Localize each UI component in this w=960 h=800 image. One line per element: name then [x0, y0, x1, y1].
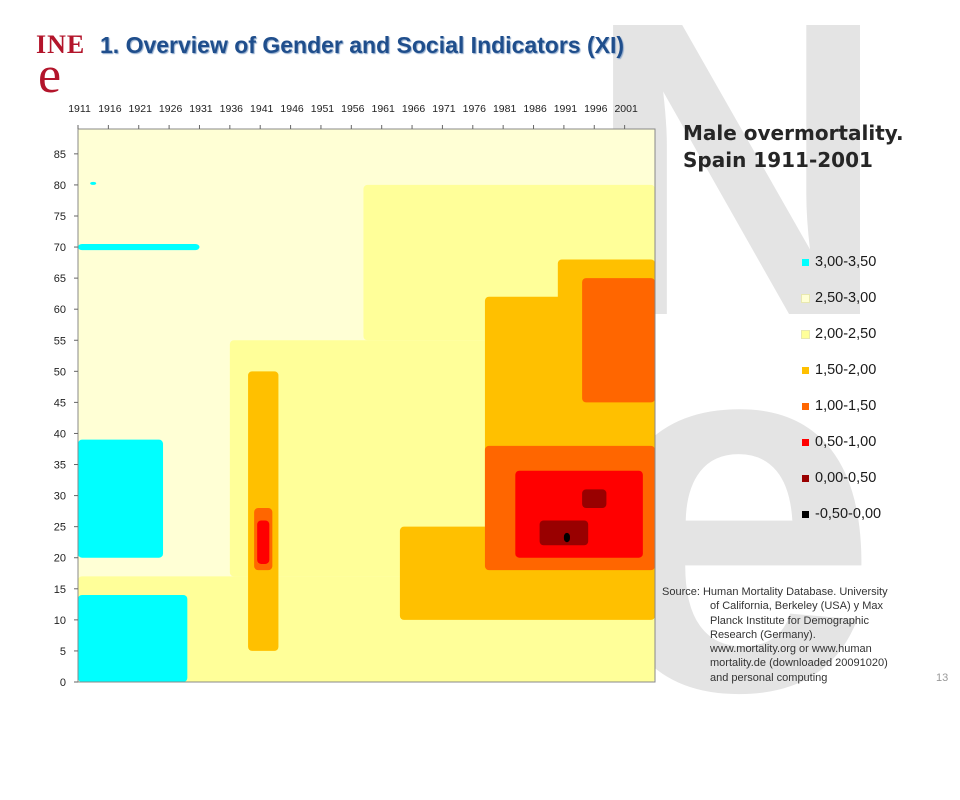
heatmap-region: [563, 532, 570, 543]
x-tick-label: 1966: [402, 103, 426, 115]
y-tick-label: 65: [54, 273, 66, 285]
legend-label: 2,50-3,00: [815, 290, 877, 306]
x-tick-label: 1911: [68, 103, 91, 115]
x-tick-label: 1961: [372, 103, 396, 115]
source-line: Planck Institute for Demographic: [710, 614, 869, 627]
legend-swatch: [801, 329, 810, 339]
x-tick-label: 1936: [220, 103, 244, 115]
y-tick-label: 85: [54, 149, 66, 161]
source-line: and personal computing: [710, 671, 828, 684]
y-tick-label: 25: [54, 522, 66, 534]
x-tick-label: 1991: [554, 103, 578, 115]
chart-title: Male overmortality.: [683, 121, 904, 145]
y-tick-label: 0: [60, 677, 66, 689]
legend: 3,00-3,50 2,50-3,00 2,00-2,50 1,50-2,00 1,00…: [801, 244, 922, 532]
y-tick-label: 5: [60, 646, 66, 658]
y-tick-label: 80: [54, 180, 66, 192]
y-tick-label: 10: [54, 615, 66, 627]
legend-item: -0,50-0,00: [802, 496, 922, 532]
y-tick-label: 45: [54, 397, 66, 409]
legend-label: 3,00-3,50: [815, 254, 877, 270]
x-tick-label: 1926: [159, 103, 183, 115]
legend-item: 0,00-0,50: [802, 460, 922, 496]
legend-label: 1,50-2,00: [815, 362, 877, 378]
y-tick-label: 40: [54, 428, 66, 440]
heatmap-region: [257, 520, 270, 564]
legend-item: 0,50-1,00: [802, 424, 922, 460]
plot-area: [78, 129, 655, 682]
axes: 0 5 10 15 20 25 30 35 40 45 50 55 60 65 70 75 80 85 1911 19…: [54, 103, 656, 689]
source-line: of California, Berkeley (USA) y Max: [710, 600, 883, 613]
page-number: 13: [936, 672, 949, 684]
x-tick-label: 1931: [189, 103, 213, 115]
y-tick-label: 35: [54, 460, 66, 472]
logo-text-bottom: e: [38, 47, 62, 104]
legend-swatch: [802, 258, 809, 266]
y-tick-label: 30: [54, 491, 66, 503]
heatmap-region: [539, 520, 589, 546]
legend-swatch: [801, 293, 810, 303]
x-tick-label: 1986: [523, 103, 547, 115]
x-tick-label: 1956: [341, 103, 365, 115]
legend-item: 3,00-3,50: [802, 244, 922, 280]
legend-label: 2,00-2,50: [815, 326, 877, 342]
legend-label: 0,50-1,00: [815, 434, 877, 450]
chart-title-block: Male overmortality. Spain 1911-2001: [683, 120, 904, 174]
heatmap-region: [78, 595, 188, 682]
x-tick-label: 1941: [250, 103, 274, 115]
heatmap-region: [582, 278, 655, 403]
chart-subtitle: Spain 1911-2001: [683, 148, 873, 172]
logo-text-top: INE: [36, 30, 86, 59]
legend-swatch: [802, 402, 809, 410]
y-tick-label: 70: [54, 242, 66, 254]
x-tick-label: 1916: [98, 103, 122, 115]
legend-item: 2,50-3,00: [801, 280, 922, 316]
legend-swatch: [802, 474, 809, 482]
source-label: Source:: [662, 586, 700, 598]
y-tick-label: 55: [54, 335, 66, 347]
source-note: Source: Human Mortality Database. Univer…: [662, 585, 942, 685]
source-line: Human Mortality Database. University: [702, 586, 888, 598]
source-line: Research (Germany).: [710, 628, 816, 641]
legend-item: 1,00-1,50: [802, 388, 922, 424]
source-line: www.mortality.org or www.human: [710, 643, 872, 656]
x-tick-label: 1996: [584, 103, 608, 115]
y-tick-label: 50: [54, 366, 66, 378]
heatmap-region: [90, 181, 97, 185]
x-tick-label: 2001: [614, 103, 638, 115]
heatmap-chart: 0 5 10 15 20 25 30 35 40 45 50 55 60 65 70 75 80 85 1911 19…: [54, 103, 656, 689]
legend-item: 2,00-2,50: [801, 316, 922, 352]
y-tick-label: 20: [54, 553, 66, 565]
legend-item: 1,50-2,00: [802, 352, 922, 388]
x-tick-label: 1971: [432, 103, 456, 115]
x-tick-label: 1921: [129, 103, 153, 115]
y-tick-label: 60: [54, 304, 66, 316]
legend-swatch: [802, 510, 809, 518]
legend-label: 1,00-1,50: [815, 398, 877, 414]
heatmap-region: [78, 439, 164, 558]
x-tick-label: 1976: [463, 103, 487, 115]
legend-swatch: [802, 366, 809, 374]
slide: N e INE e 1. Overview of Gender and Soci…: [36, 0, 949, 770]
plot-frame: [77, 128, 656, 683]
source-line: mortality.de (downloaded 20091020): [710, 657, 888, 670]
legend-label: 0,00-0,50: [815, 470, 877, 486]
y-tick-label: 75: [54, 211, 66, 223]
x-tick-label: 1946: [280, 103, 304, 115]
x-tick-label: 1981: [493, 103, 517, 115]
heatmap-region: [78, 243, 200, 251]
x-tick-label: 1951: [311, 103, 335, 115]
ine-logo: INE e: [36, 30, 84, 104]
y-tick-label: 15: [54, 584, 66, 596]
slide-title: 1. Overview of Gender and Social Indicat…: [100, 32, 625, 58]
legend-label: -0,50-0,00: [815, 506, 882, 522]
heatmap-region: [582, 489, 607, 509]
legend-swatch: [802, 438, 809, 446]
